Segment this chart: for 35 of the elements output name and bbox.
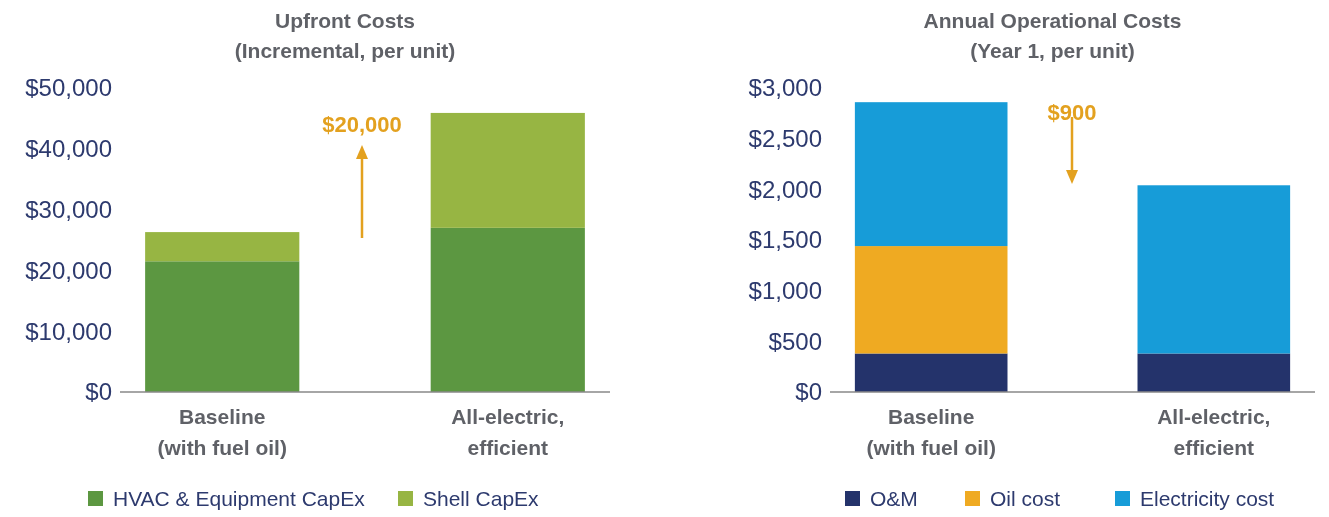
legend-label: Shell CapEx [423, 487, 540, 511]
bar [430, 227, 585, 392]
legend-label: Oil cost [990, 487, 1061, 511]
bar [1137, 185, 1291, 354]
y-tick-label: $0 [795, 378, 822, 406]
y-tick-label: $500 [768, 327, 822, 355]
bar [145, 232, 300, 262]
y-tick-label: $30,000 [25, 196, 112, 223]
y-tick-label: $50,000 [25, 74, 112, 102]
annotation: $900 [1047, 100, 1097, 125]
y-tick-label: $2,500 [748, 125, 822, 153]
y-tick-label: $20,000 [25, 256, 112, 284]
legend-label: HVAC & Equipment CapEx [113, 487, 366, 511]
bar [1137, 353, 1291, 392]
legend-label: Electricity cost [1140, 487, 1275, 511]
y-tick-label: $2,000 [748, 175, 822, 203]
y-tick-label: $10,000 [25, 317, 112, 345]
legend-label: O&M [870, 487, 918, 511]
bar [145, 261, 300, 392]
x-tick-label: Baseline (with fuel oil) [866, 405, 996, 459]
x-tick-label: All-electric, efficient [1157, 405, 1271, 459]
y-tick-label: $0 [85, 378, 112, 406]
chart-title: Upfront Costs (Incremental, per unit) [234, 9, 456, 62]
y-tick-label: $1,500 [748, 226, 822, 254]
y-tick-label: $1,000 [748, 277, 822, 305]
bar [854, 246, 1008, 354]
annotation: $20,000 [322, 112, 402, 137]
bar [430, 112, 585, 228]
bar [854, 353, 1008, 392]
bar [854, 102, 1008, 247]
chart-title: Annual Operational Costs (Year 1, per unit) [923, 9, 1182, 62]
x-tick-label: All-electric, efficient [451, 405, 565, 459]
y-tick-label: $40,000 [25, 135, 112, 163]
y-tick-label: $3,000 [748, 74, 822, 102]
x-tick-label: Baseline (with fuel oil) [157, 405, 287, 459]
